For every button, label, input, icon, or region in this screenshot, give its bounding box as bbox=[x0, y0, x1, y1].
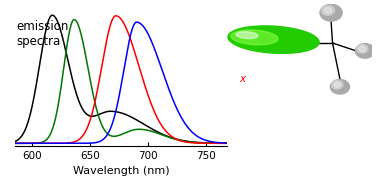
Circle shape bbox=[330, 79, 350, 94]
Ellipse shape bbox=[228, 26, 319, 53]
Circle shape bbox=[324, 7, 332, 13]
Ellipse shape bbox=[236, 32, 258, 39]
Circle shape bbox=[321, 5, 335, 15]
Circle shape bbox=[355, 44, 375, 58]
Text: emission
spectra: emission spectra bbox=[16, 20, 69, 48]
Circle shape bbox=[320, 4, 342, 21]
Text: x: x bbox=[240, 74, 246, 84]
Ellipse shape bbox=[231, 30, 278, 45]
Circle shape bbox=[334, 82, 341, 87]
X-axis label: Wavelength (nm): Wavelength (nm) bbox=[73, 166, 169, 176]
Circle shape bbox=[356, 45, 368, 53]
Circle shape bbox=[359, 46, 366, 51]
Circle shape bbox=[332, 80, 343, 89]
